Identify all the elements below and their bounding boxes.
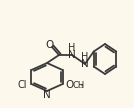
- Text: O: O: [46, 40, 54, 50]
- Text: 3: 3: [80, 84, 84, 90]
- Text: H: H: [68, 43, 76, 53]
- Text: N: N: [68, 50, 76, 60]
- Text: CH: CH: [73, 80, 85, 90]
- Text: Cl: Cl: [18, 80, 27, 90]
- Text: N: N: [43, 90, 51, 100]
- Text: H: H: [81, 52, 89, 62]
- Text: O: O: [66, 80, 74, 90]
- Text: N: N: [81, 59, 89, 69]
